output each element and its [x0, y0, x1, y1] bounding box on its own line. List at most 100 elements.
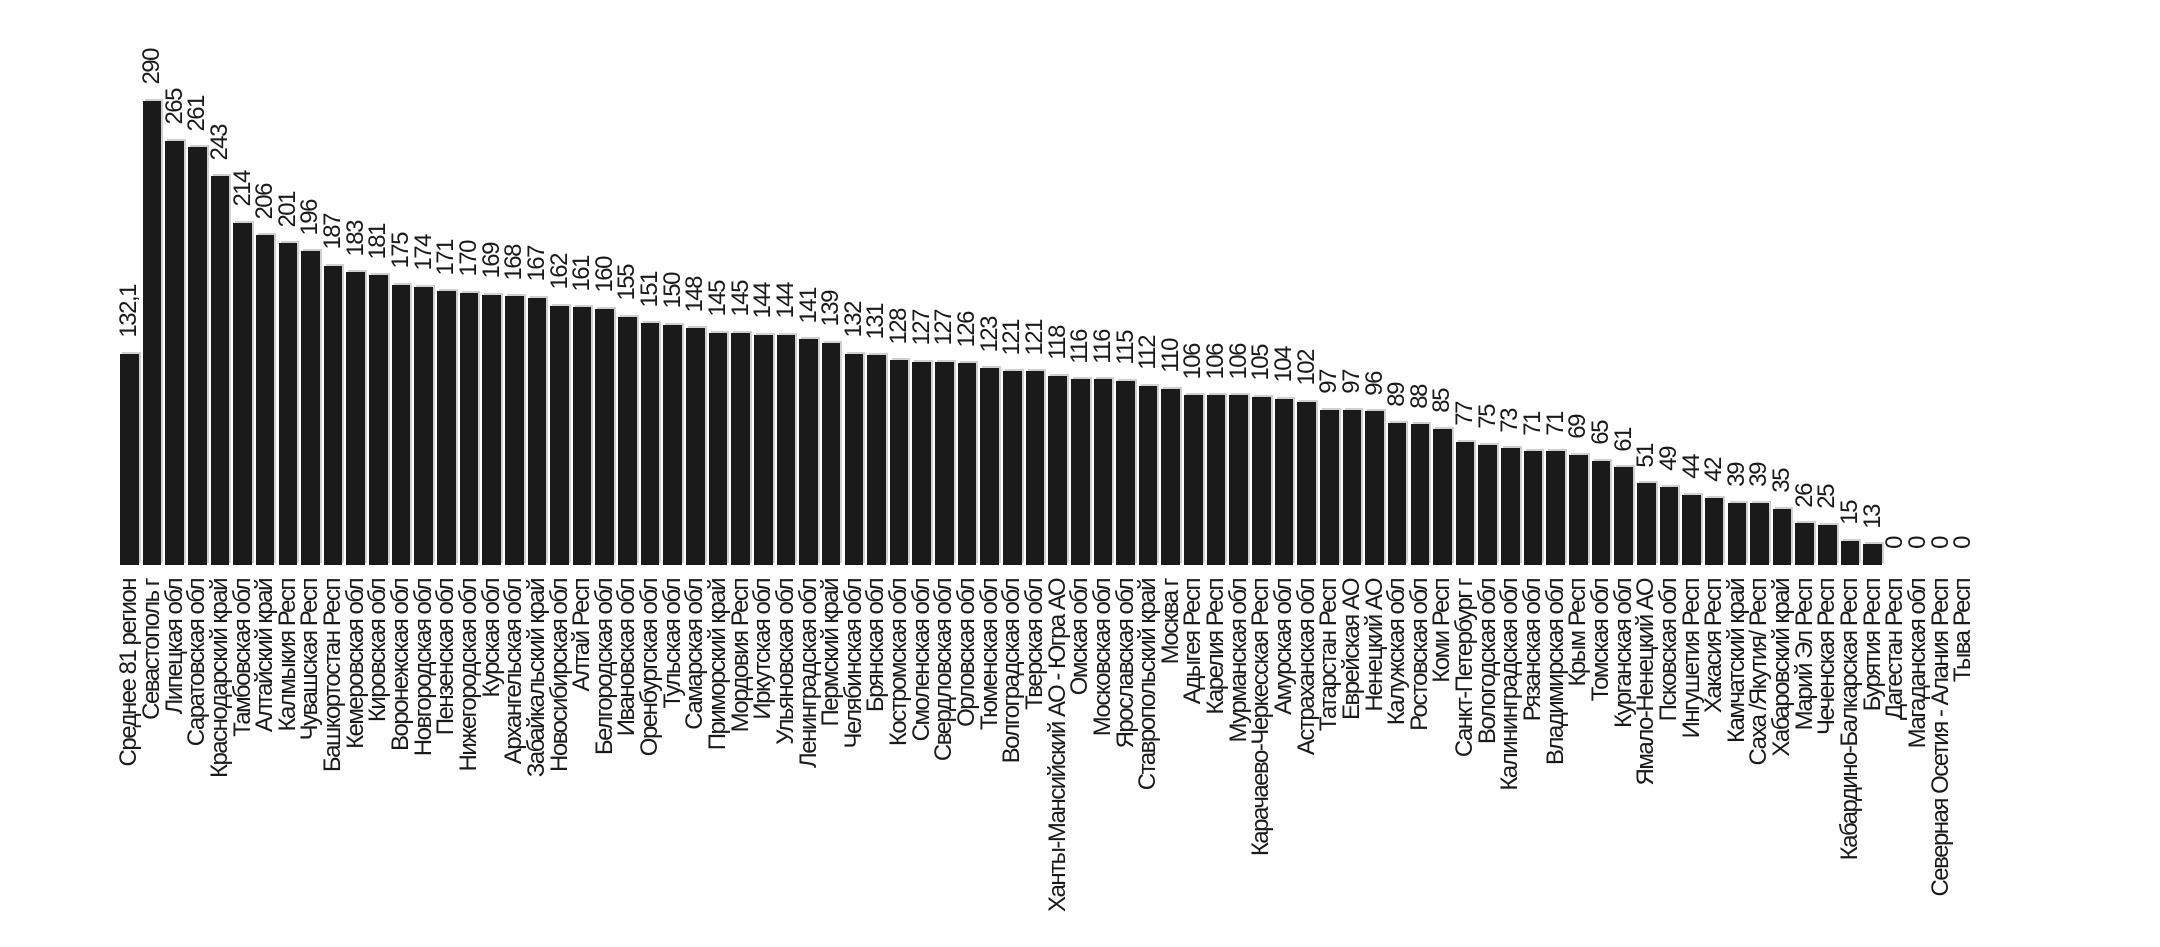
bar-column: 132 [840, 0, 867, 565]
bar-column: 123 [976, 0, 1003, 565]
bar-column: 181 [364, 0, 391, 565]
category-cell: Забайкальский край [523, 565, 550, 777]
bar-column: 51 [1632, 0, 1659, 565]
bar-column: 127 [930, 0, 957, 565]
category-cell: Рязанская обл [1519, 565, 1546, 721]
bar-column: 71 [1542, 0, 1569, 565]
category-cell: Ульяновская обл [772, 565, 799, 745]
bar [210, 176, 230, 565]
bar-column: 167 [523, 0, 550, 565]
bar [708, 333, 728, 565]
bar-column: 26 [1791, 0, 1818, 565]
category-cell: Краснодарский край [206, 565, 233, 778]
bar [572, 307, 592, 565]
bar [889, 360, 909, 565]
bar-column: 201 [274, 0, 301, 565]
category-cell: Оренбургская обл [636, 565, 663, 756]
bar-value-label: 132,1 [115, 285, 143, 338]
bar-column: 25 [1813, 0, 1840, 565]
bar [255, 235, 275, 565]
bar-column: 77 [1451, 0, 1478, 565]
bar-column: 144 [772, 0, 799, 565]
bar-column: 265 [161, 0, 188, 565]
category-cell: Магаданская обл [1904, 565, 1931, 748]
bar [686, 328, 705, 565]
bar-column: 106 [1179, 0, 1206, 565]
bar-column: 69 [1564, 0, 1591, 565]
bar-chart: 132,1 290 265 261 243 214 206 201 196 187 183 181 17… [115, 0, 2018, 947]
category-cell: Хабаровский край [1768, 565, 1795, 757]
bar [1818, 525, 1837, 565]
bar [1003, 371, 1022, 565]
bar [1750, 502, 1769, 565]
bar-column: 105 [1247, 0, 1274, 565]
bar [414, 286, 433, 565]
bar-column: 162 [546, 0, 573, 565]
bar-column: 169 [478, 0, 505, 565]
bar-column: 141 [795, 0, 822, 565]
bar [1569, 454, 1588, 565]
bar-column: 214 [229, 0, 256, 565]
bar-column: 128 [885, 0, 912, 565]
bar [867, 355, 886, 565]
bar [1274, 398, 1294, 565]
bar [436, 291, 456, 565]
bar-column: 104 [1270, 0, 1297, 565]
bar-column: 88 [1406, 0, 1433, 565]
bar [1138, 385, 1158, 565]
bar-column: 121 [1021, 0, 1048, 565]
category-labels-row: Среднее 81 регион Севастополь г Липецкая о… [115, 565, 2018, 912]
bar [618, 317, 637, 565]
bar-column: 110 [1157, 0, 1184, 565]
bar-column: 171 [432, 0, 459, 565]
bar [120, 353, 139, 565]
bar [391, 285, 411, 565]
bar [1682, 494, 1701, 565]
bar [1727, 502, 1747, 565]
bar [187, 147, 207, 565]
bar-column: 106 [1202, 0, 1229, 565]
bar-column: 150 [659, 0, 686, 565]
bar [799, 339, 818, 565]
bar [1636, 483, 1656, 565]
bar-column: 89 [1383, 0, 1410, 565]
bar-column: 183 [342, 0, 369, 565]
bar-column: 96 [1361, 0, 1388, 565]
category-cell: Тверская обл [1021, 565, 1048, 710]
bar [1455, 441, 1475, 565]
category-cell: Тыва Респ [1949, 565, 1976, 682]
bar [1523, 451, 1543, 565]
bar [957, 363, 977, 565]
category-cell: Карелия Респ [1202, 565, 1229, 715]
category-cell: Башкортостан Респ [319, 565, 346, 772]
bar [301, 251, 320, 565]
bar [369, 275, 388, 565]
bar [1704, 497, 1724, 565]
bar-column: 116 [1089, 0, 1116, 565]
bar-column: 73 [1496, 0, 1523, 565]
category-cell: Амурская обл [1270, 565, 1297, 715]
bar-column: 116 [1066, 0, 1093, 565]
bar-column: 148 [681, 0, 708, 565]
bar [1319, 409, 1339, 565]
bar-value-label: 0 [1949, 537, 1977, 549]
bar [1433, 429, 1452, 565]
category-cell: Орловская обл [953, 565, 980, 727]
bar [821, 342, 841, 565]
bar-column: 127 [908, 0, 935, 565]
bar-column: 243 [206, 0, 233, 565]
bar [142, 101, 162, 565]
bar-column: 144 [749, 0, 776, 565]
bar [1206, 395, 1226, 565]
bar-column: 49 [1655, 0, 1682, 565]
bar-column: 75 [1474, 0, 1501, 565]
bar-column: 174 [410, 0, 437, 565]
bar [595, 309, 615, 565]
bar-column: 71 [1519, 0, 1546, 565]
bar-column: 0 [1904, 0, 1931, 565]
bar-column: 145 [727, 0, 754, 565]
bar [753, 334, 773, 565]
bar [1025, 371, 1045, 565]
bar [1093, 379, 1113, 565]
bar [731, 333, 750, 565]
